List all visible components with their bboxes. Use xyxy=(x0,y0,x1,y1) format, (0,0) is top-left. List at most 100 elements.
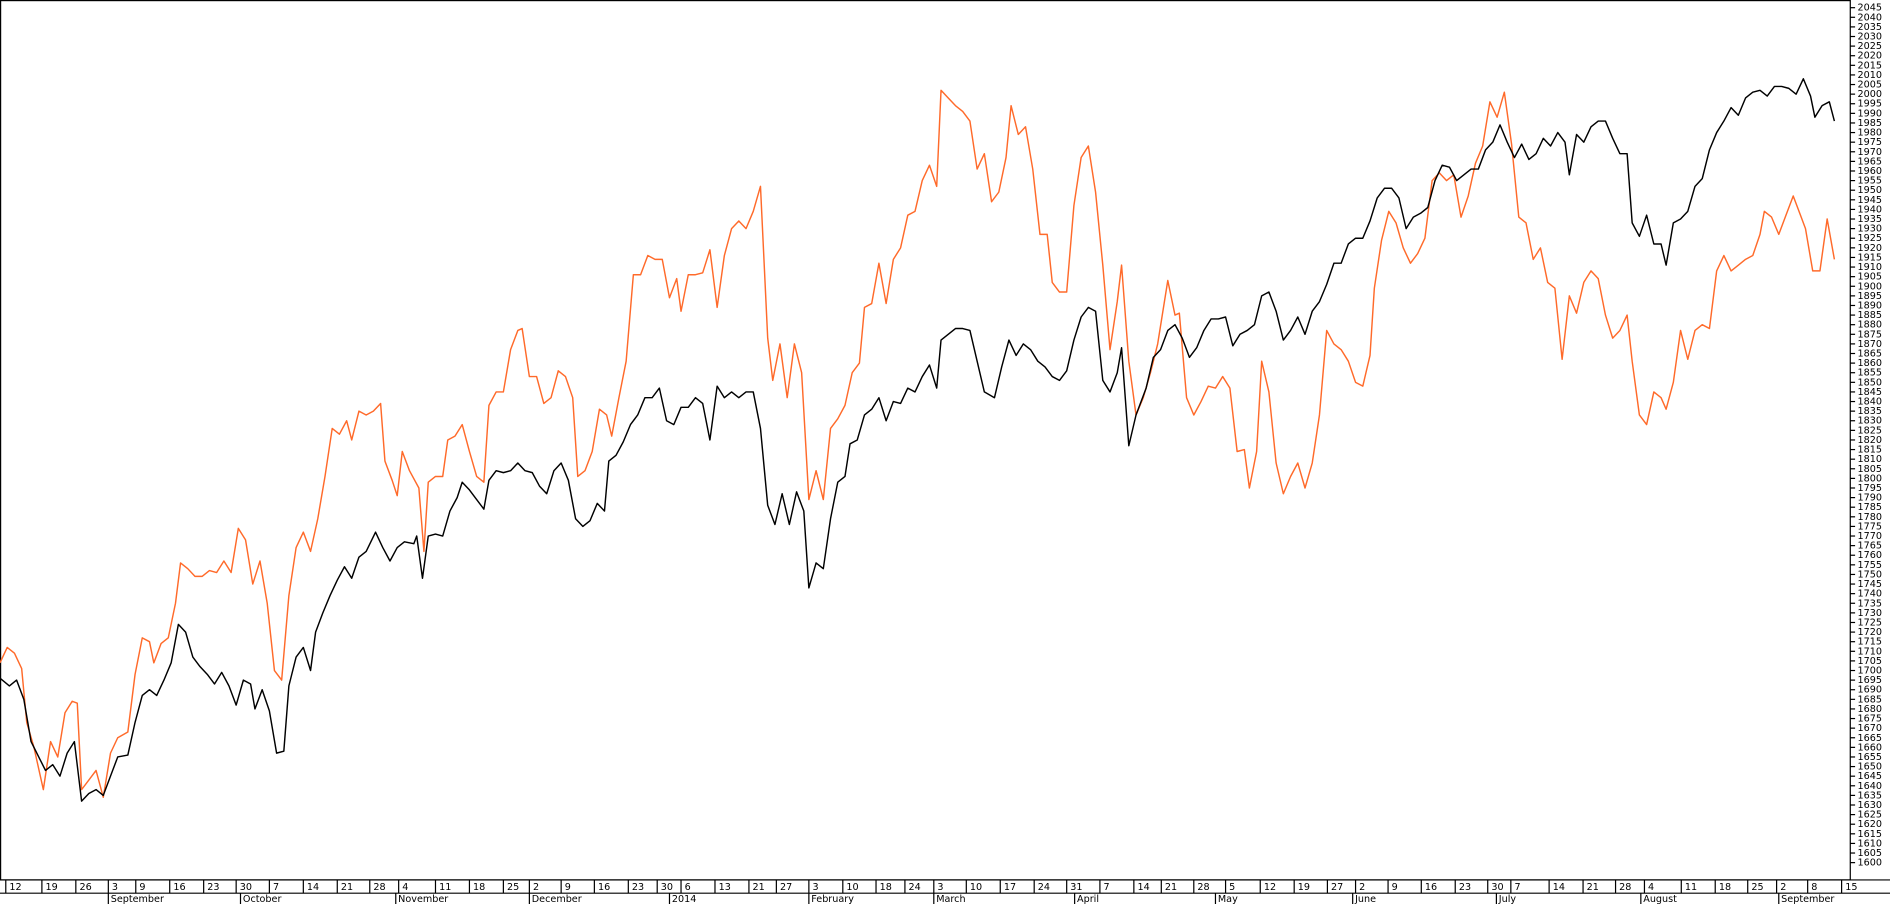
y-tick-label: 1755 xyxy=(1857,560,1882,571)
x-tick-label: 18 xyxy=(880,882,892,893)
y-tick-label: 1600 xyxy=(1857,858,1882,869)
y-tick-label: 1765 xyxy=(1857,541,1882,552)
y-tick-label: 1695 xyxy=(1857,675,1882,686)
y-tick-label: 1625 xyxy=(1857,810,1882,821)
y-tick-label: 1675 xyxy=(1857,714,1882,725)
x-tick-label: 8 xyxy=(1811,882,1817,893)
x-tick-label: 26 xyxy=(79,882,91,893)
y-tick-label: 1735 xyxy=(1857,598,1882,609)
month-label: December xyxy=(532,894,582,904)
y-tick-label: 1980 xyxy=(1857,128,1882,139)
y-tick-label: 1915 xyxy=(1857,252,1882,263)
y-tick-label: 1925 xyxy=(1857,233,1882,244)
y-tick-label: 1955 xyxy=(1857,176,1882,187)
month-label: July xyxy=(1498,894,1517,904)
y-tick-label: 1725 xyxy=(1857,617,1882,628)
x-tick-label: 23 xyxy=(1459,882,1471,893)
x-tick-label: 7 xyxy=(1514,882,1520,893)
month-label: August xyxy=(1643,894,1677,904)
x-tick-label: 30 xyxy=(1491,882,1503,893)
y-tick-label: 1665 xyxy=(1857,733,1882,744)
y-tick-label: 1995 xyxy=(1857,99,1882,110)
month-label: February xyxy=(811,894,854,904)
x-tick-label: 16 xyxy=(1425,882,1437,893)
x-tick-label: 18 xyxy=(1719,882,1731,893)
y-tick-label: 1680 xyxy=(1857,704,1882,715)
x-tick-label: 4 xyxy=(402,882,408,893)
x-tick-label: 16 xyxy=(173,882,185,893)
y-tick-label: 1690 xyxy=(1857,685,1882,696)
y-tick-label: 1820 xyxy=(1857,435,1882,446)
x-tick-label: 25 xyxy=(507,882,519,893)
y-tick-label: 1960 xyxy=(1857,166,1882,177)
x-tick-label: 6 xyxy=(685,882,691,893)
x-tick-label: 12 xyxy=(9,882,21,893)
y-tick-label: 1875 xyxy=(1857,329,1882,340)
x-tick-label: 15 xyxy=(1845,882,1857,893)
y-tick-label: 1685 xyxy=(1857,694,1882,705)
y-tick-label: 1650 xyxy=(1857,762,1882,773)
y-tick-label: 1800 xyxy=(1857,473,1882,484)
y-tick-label: 1770 xyxy=(1857,531,1882,542)
y-tick-label: 1795 xyxy=(1857,483,1882,494)
y-tick-label: 1825 xyxy=(1857,425,1882,436)
y-tick-label: 1845 xyxy=(1857,387,1882,398)
x-tick-label: 13 xyxy=(719,882,731,893)
y-tick-label: 1805 xyxy=(1857,464,1882,475)
y-tick-label: 1815 xyxy=(1857,445,1882,456)
y-tick-label: 1985 xyxy=(1857,118,1882,129)
y-tick-label: 1870 xyxy=(1857,339,1882,350)
y-tick-label: 1920 xyxy=(1857,243,1882,254)
y-tick-label: 1635 xyxy=(1857,790,1882,801)
y-tick-label: 2000 xyxy=(1857,89,1882,100)
y-tick-label: 1780 xyxy=(1857,512,1882,523)
y-tick-label: 1900 xyxy=(1857,281,1882,292)
y-tick-label: 1610 xyxy=(1857,838,1882,849)
y-tick-label: 1990 xyxy=(1857,108,1882,119)
y-tick-label: 1840 xyxy=(1857,397,1882,408)
month-label: 2014 xyxy=(672,894,697,904)
x-tick-label: 3 xyxy=(812,882,818,893)
y-tick-label: 2005 xyxy=(1857,80,1882,91)
y-tick-label: 1670 xyxy=(1857,723,1882,734)
y-tick-label: 2010 xyxy=(1857,70,1882,81)
x-tick-label: 2 xyxy=(533,882,539,893)
y-tick-label: 2030 xyxy=(1857,32,1882,43)
x-tick-label: 10 xyxy=(970,882,982,893)
y-tick-label: 1940 xyxy=(1857,204,1882,215)
y-tick-label: 1700 xyxy=(1857,666,1882,677)
y-tick-label: 1720 xyxy=(1857,627,1882,638)
y-tick-label: 1945 xyxy=(1857,195,1882,206)
month-label: May xyxy=(1218,894,1238,904)
month-label: March xyxy=(936,894,965,904)
y-tick-label: 1785 xyxy=(1857,502,1882,513)
x-tick-label: 23 xyxy=(632,882,644,893)
x-tick-label: 10 xyxy=(846,882,858,893)
y-tick-label: 1760 xyxy=(1857,550,1882,561)
x-tick-label: 4 xyxy=(1648,882,1654,893)
y-tick-label: 1855 xyxy=(1857,368,1882,379)
y-tick-label: 2015 xyxy=(1857,60,1882,71)
y-tick-label: 1630 xyxy=(1857,800,1882,811)
x-tick-label: 2 xyxy=(1780,882,1786,893)
y-tick-label: 1975 xyxy=(1857,137,1882,148)
y-tick-label: 1640 xyxy=(1857,781,1882,792)
y-tick-label: 1790 xyxy=(1857,493,1882,504)
y-tick-label: 1860 xyxy=(1857,358,1882,369)
y-tick-label: 1775 xyxy=(1857,521,1882,532)
y-tick-label: 1715 xyxy=(1857,637,1882,648)
y-tick-label: 2025 xyxy=(1857,41,1882,52)
y-tick-label: 2045 xyxy=(1857,3,1882,14)
y-tick-label: 1930 xyxy=(1857,224,1882,235)
x-tick-label: 16 xyxy=(598,882,610,893)
y-tick-label: 1895 xyxy=(1857,291,1882,302)
month-label: April xyxy=(1077,894,1099,904)
y-tick-label: 1935 xyxy=(1857,214,1882,225)
y-tick-label: 1645 xyxy=(1857,771,1882,782)
x-tick-label: 19 xyxy=(45,882,57,893)
y-tick-label: 1865 xyxy=(1857,349,1882,360)
y-tick-label: 1605 xyxy=(1857,848,1882,859)
y-tick-label: 1880 xyxy=(1857,320,1882,331)
y-tick-label: 1705 xyxy=(1857,656,1882,667)
